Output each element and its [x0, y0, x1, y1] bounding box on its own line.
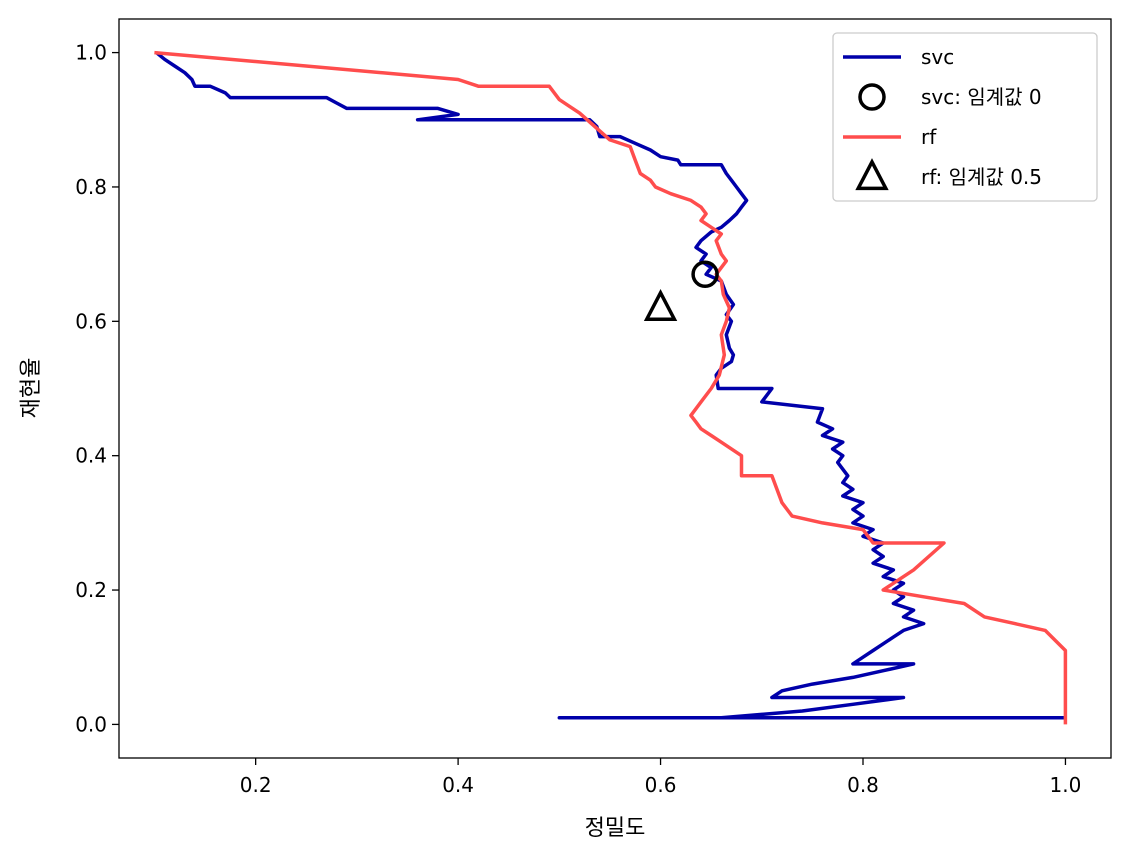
threshold-marker-circle	[691, 260, 719, 289]
y-tick-label: 0.4	[75, 444, 107, 468]
legend-label: svc	[921, 45, 954, 69]
x-axis: 0.2 0.4 0.6 0.8 1.0	[240, 758, 1082, 797]
legend-label: rf	[921, 125, 937, 149]
legend-marker-circle	[858, 83, 886, 111]
legend-label: rf: 임계값 0.5	[921, 165, 1042, 189]
y-tick-label: 0.0	[75, 712, 107, 736]
y-tick-label: 0.8	[75, 175, 107, 199]
y-tick-label: 0.2	[75, 578, 107, 602]
plot-frame	[118, 18, 1112, 759]
x-tick-label: 0.6	[645, 773, 677, 797]
x-tick-label: 1.0	[1050, 773, 1082, 797]
x-axis-label: 정밀도	[585, 816, 646, 841]
legend: svc svc: 임계값 0 rf rf: 임계값 0.5	[832, 32, 1098, 202]
series-line-rf	[154, 50, 1068, 725]
y-tick-label: 0.6	[75, 309, 107, 333]
y-axis: 0.0 0.2 0.4 0.6 0.8 1.0	[75, 41, 119, 736]
x-tick-label: 0.8	[847, 773, 879, 797]
legend-label: svc: 임계값 0	[921, 85, 1042, 109]
threshold-marker-triangle	[643, 288, 678, 321]
x-tick-label: 0.2	[240, 773, 272, 797]
y-axis-label: 재현율	[19, 358, 44, 419]
y-tick-label: 1.0	[75, 41, 107, 65]
x-tick-label: 0.4	[442, 773, 474, 797]
series-layer	[154, 50, 1068, 725]
legend-marker-triangle	[855, 158, 889, 191]
legend-box	[832, 32, 1098, 202]
